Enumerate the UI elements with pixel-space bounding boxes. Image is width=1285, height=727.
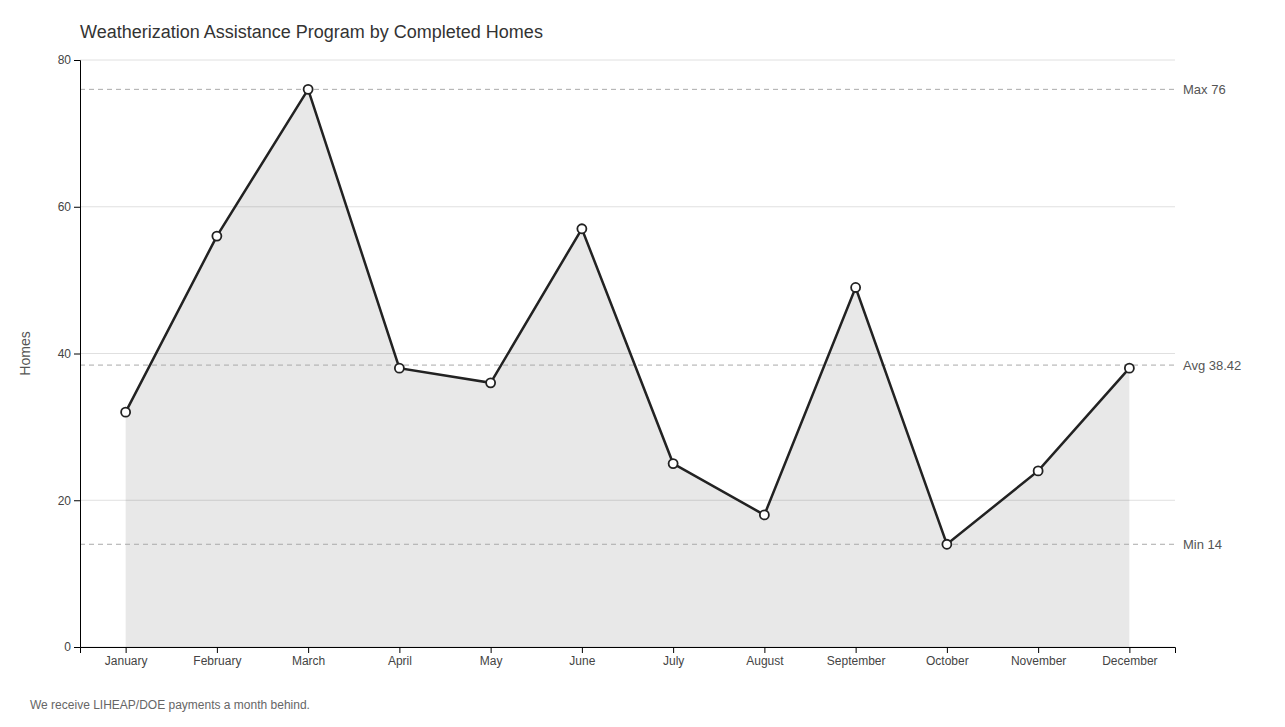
marker — [1125, 364, 1134, 373]
y-tick: 20 — [58, 494, 80, 508]
x-tick-label: May — [480, 654, 503, 668]
x-tick: June — [569, 647, 595, 668]
x-tick-label: December — [1102, 654, 1157, 668]
plot-area: January February March April May June July Augu… — [58, 53, 1176, 667]
x-tick-label: November — [1011, 654, 1066, 668]
reference-line — [80, 544, 1175, 545]
x-tick: February — [193, 647, 241, 668]
x-tick-mark — [582, 647, 583, 653]
x-tick-mark — [856, 647, 857, 653]
marker — [851, 283, 860, 292]
x-tick: April — [388, 647, 412, 668]
chart-container: January February March April May June July Augu… — [0, 0, 1285, 727]
x-tick: July — [663, 647, 684, 668]
x-tick: December — [1102, 647, 1157, 668]
x-tick-label: February — [193, 654, 241, 668]
x-tick-mark — [308, 647, 309, 653]
x-tick-label: March — [292, 654, 325, 668]
y-tick-mark — [74, 207, 80, 208]
x-tick-label: July — [663, 654, 684, 668]
x-tick-mark — [399, 647, 400, 653]
x-tick: October — [926, 647, 969, 668]
marker — [304, 85, 313, 94]
chart-svg: January February March April May June July Augu… — [0, 0, 1285, 727]
x-tick-label: April — [388, 654, 412, 668]
x-tick-label: June — [569, 654, 595, 668]
reference-line — [80, 89, 1175, 90]
grid — [80, 60, 1175, 647]
marker — [486, 378, 495, 387]
x-tick: January — [105, 647, 148, 668]
x-tick-mark — [764, 647, 765, 653]
y-axis-title: Homes — [17, 331, 33, 375]
y-tick-mark — [74, 60, 80, 61]
x-tick-label: August — [746, 654, 784, 668]
x-tick-label: October — [926, 654, 969, 668]
y-tick: 60 — [58, 200, 80, 214]
marker — [577, 224, 586, 233]
y-tick-mark — [74, 500, 80, 501]
footnote: We receive LIHEAP/DOE payments a month b… — [30, 698, 310, 712]
x-tick: September — [827, 647, 886, 668]
x-tick-mark — [673, 647, 674, 653]
line — [126, 89, 1130, 544]
y-tick-mark — [74, 354, 80, 355]
x-tick-mark — [1038, 647, 1039, 653]
x-tick: May — [480, 647, 503, 668]
marker — [121, 408, 130, 417]
x-tick-mark — [217, 647, 218, 653]
y-tick: 0 — [64, 640, 80, 654]
area — [126, 89, 1130, 647]
axis-domain — [81, 648, 1176, 654]
y-axis: 0 20 40 60 80 — [58, 53, 81, 654]
x-tick-label: September — [827, 654, 886, 668]
marker — [1034, 466, 1043, 475]
y-tick-mark — [74, 647, 80, 648]
x-tick: March — [292, 647, 325, 668]
y-tick: 80 — [58, 53, 80, 67]
axis-domain — [74, 61, 81, 648]
x-tick: August — [746, 647, 784, 668]
x-tick: November — [1011, 647, 1066, 668]
y-tick-label: 0 — [64, 640, 71, 654]
x-tick-label: January — [105, 654, 148, 668]
grid-line — [80, 60, 1175, 61]
x-axis: January February March April May June July Augu… — [81, 647, 1176, 668]
marker — [760, 510, 769, 519]
x-tick-mark — [126, 647, 127, 653]
y-tick-label: 80 — [58, 53, 72, 67]
x-tick-mark — [491, 647, 492, 653]
x-tick-mark — [1129, 647, 1130, 653]
y-tick-label: 20 — [58, 494, 72, 508]
annotation: Max 76 — [1183, 82, 1226, 97]
reference-lines — [80, 89, 1175, 544]
x-tick-mark — [947, 647, 948, 653]
data-group — [80, 85, 1175, 647]
annotation: Min 14 — [1183, 537, 1222, 552]
y-tick-label: 40 — [58, 347, 72, 361]
marker — [669, 459, 678, 468]
marker — [942, 540, 951, 549]
y-tick: 40 — [58, 347, 80, 361]
marker — [395, 364, 404, 373]
reference-line — [80, 365, 1175, 366]
annotation: Avg 38.42 — [1183, 358, 1241, 373]
y-tick-label: 60 — [58, 200, 72, 214]
marker — [212, 232, 221, 241]
title: Weatherization Assistance Program by Com… — [80, 22, 543, 42]
